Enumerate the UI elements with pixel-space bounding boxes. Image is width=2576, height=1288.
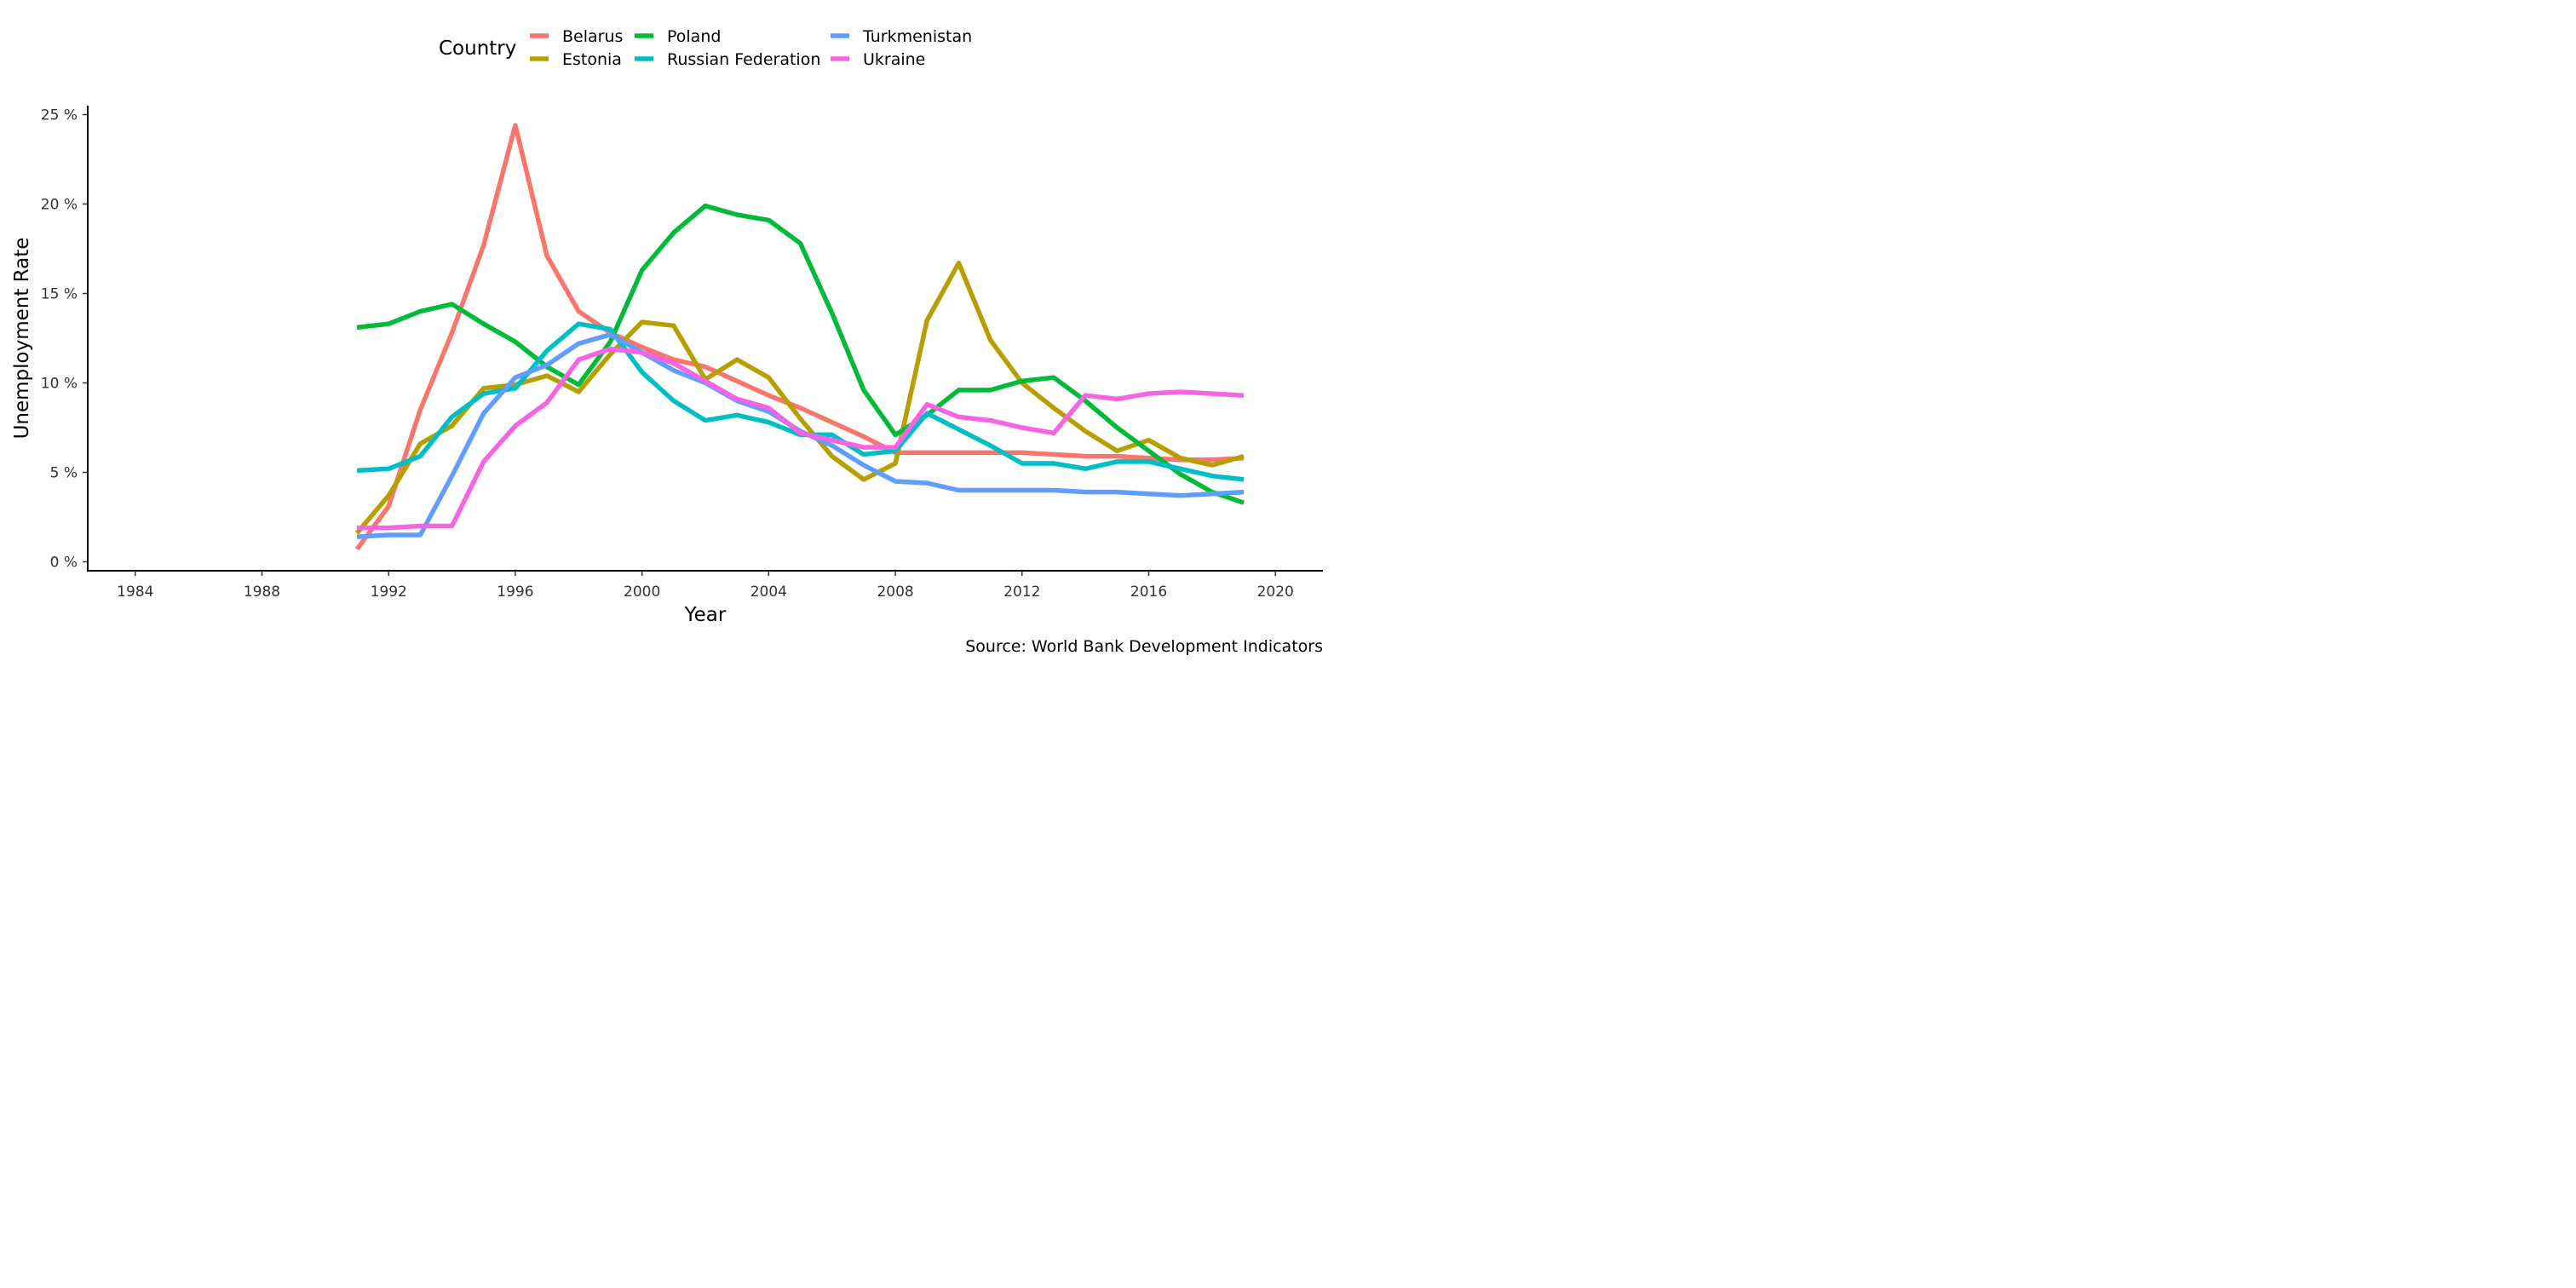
x-tick-label: 2012 <box>1003 584 1040 601</box>
plot-area <box>354 123 1245 551</box>
series-line-estonia <box>354 261 1245 535</box>
y-tick-label: 10 % <box>41 376 78 393</box>
legend-label-poland: Poland <box>667 27 721 46</box>
y-axis-ticks: 0 % 5 % 10 % 15 % 20 % 25 % <box>41 107 88 572</box>
legend-label-russian-federation: Russian Federation <box>667 50 820 69</box>
y-tick-label: 25 % <box>41 107 78 124</box>
axes: 1984 1988 1992 1996 2000 2004 2008 2012 2016 2020… <box>11 106 1323 626</box>
series-line-poland <box>356 203 1245 505</box>
x-tick-label: 2000 <box>624 584 660 601</box>
legend-label-turkmenistan: Turkmenistan <box>862 27 972 46</box>
chart-root: Country Belarus Estonia Poland Russian Fede… <box>0 0 1336 668</box>
x-axis-ticks: 1984 1988 1992 1996 2000 2004 2008 2012 2016 2020 <box>117 571 1294 601</box>
x-tick-label: 2016 <box>1130 584 1167 601</box>
y-tick-label: 0 % <box>50 555 78 572</box>
chart-caption: Source: World Bank Development Indicator… <box>965 637 1323 656</box>
legend-title: Country <box>439 37 516 60</box>
y-tick-label: 20 % <box>41 197 78 214</box>
series-line-belarus <box>354 123 1245 551</box>
x-tick-label: 2020 <box>1257 584 1294 601</box>
legend-label-ukraine: Ukraine <box>863 50 925 69</box>
legend-label-belarus: Belarus <box>562 27 623 46</box>
x-tick-label: 2004 <box>750 584 787 601</box>
x-tick-label: 1984 <box>117 584 153 601</box>
series-layer <box>354 123 1245 551</box>
y-tick-label: 15 % <box>41 286 78 303</box>
x-tick-label: 2008 <box>877 584 913 601</box>
x-tick-label: 1992 <box>371 584 407 601</box>
line-chart: Country Belarus Estonia Poland Russian Fede… <box>11 27 1323 656</box>
y-tick-label: 5 % <box>50 465 78 482</box>
x-axis-title: Year <box>684 604 727 626</box>
y-axis-title: Unemployment Rate <box>11 238 33 440</box>
x-tick-label: 1996 <box>497 584 533 601</box>
legend: Country Belarus Estonia Poland Russian Fede… <box>439 27 972 69</box>
legend-label-estonia: Estonia <box>562 50 622 69</box>
series-line-ukraine <box>357 346 1245 531</box>
x-tick-label: 1988 <box>244 584 280 601</box>
